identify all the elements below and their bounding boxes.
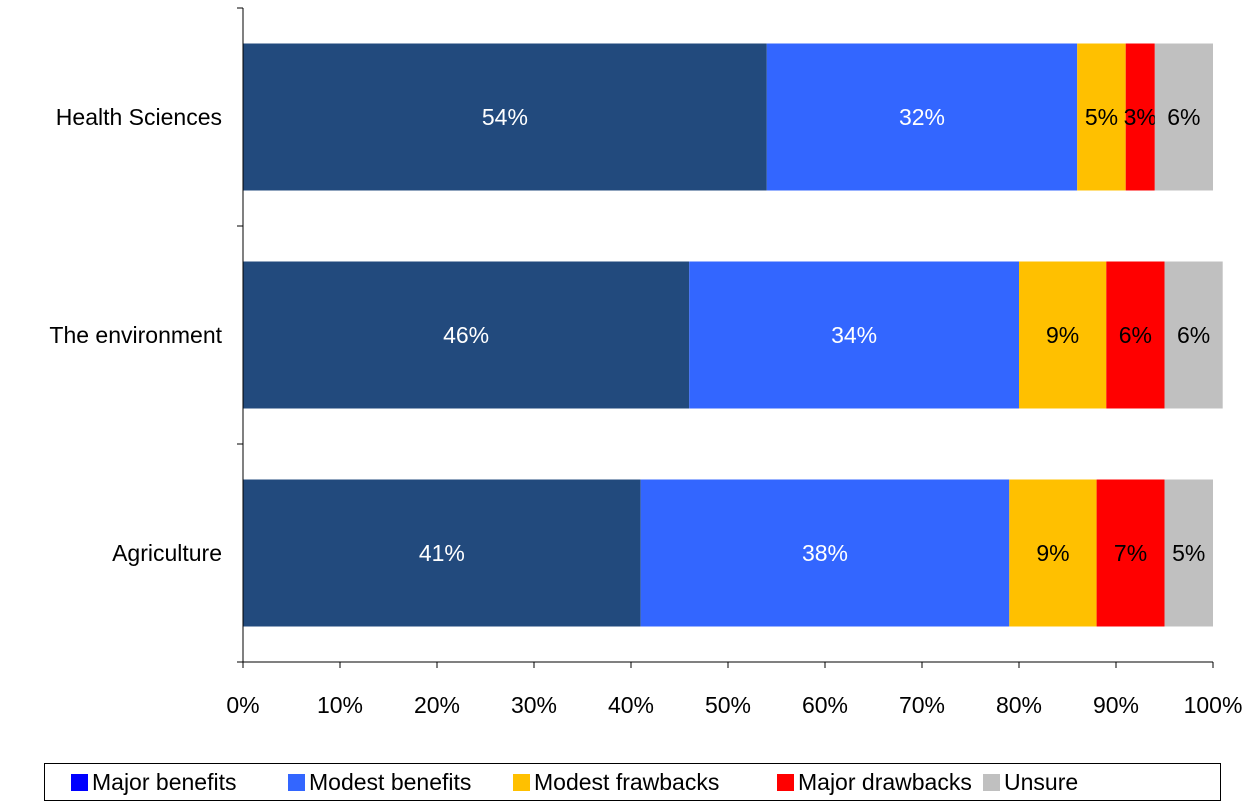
x-tick-label: 50% [705,692,751,718]
bar-segment [640,479,1010,627]
x-tick-label: 80% [996,692,1042,718]
data-label: 3% [1124,104,1157,130]
x-tick-label: 90% [1093,692,1139,718]
legend-swatch [71,773,88,791]
legend-label: Major drawbacks [798,768,972,795]
data-label: 34% [831,322,877,348]
bar-segment [766,43,1078,191]
data-label: 5% [1085,104,1118,130]
data-label: 6% [1119,322,1152,348]
category-label: Health Sciences [56,104,222,130]
x-tick-label: 40% [608,692,654,718]
legend-label: Major benefits [92,768,237,795]
category-label: The environment [49,322,222,348]
data-label: 9% [1046,322,1079,348]
data-label: 5% [1172,540,1205,566]
x-tick-label: 30% [511,692,557,718]
bar-segment [1106,261,1165,409]
bar-segment [1019,261,1107,409]
legend-swatch [513,773,530,791]
data-label: 9% [1036,540,1069,566]
bar-segment [1009,479,1097,627]
legend-label: Modest frawbacks [534,768,720,795]
category-label: Agriculture [112,540,222,566]
data-label: 54% [482,104,528,130]
x-tick-label: 10% [317,692,363,718]
bar-segment [1164,479,1213,627]
bar-segment [1125,43,1155,191]
data-label: 32% [899,104,945,130]
x-tick-label: 20% [414,692,460,718]
legend-label: Unsure [1004,768,1079,795]
legend-label: Modest benefits [309,768,472,795]
bar-segment [1077,43,1126,191]
legend-item: Major benefits [71,764,236,800]
data-label: 7% [1114,540,1147,566]
data-label: 6% [1167,104,1200,130]
legend: Major benefits Modest benefits Modest fraw… [44,763,1221,801]
legend-item: Modest benefits [288,764,471,800]
data-label: 6% [1177,322,1210,348]
x-tick-label: 70% [899,692,945,718]
legend-item: Unsure [983,764,1078,800]
x-tick-label: 100% [1184,692,1243,718]
bar-segment [689,261,1019,409]
data-label: 38% [802,540,848,566]
legend-item: Modest frawbacks [513,764,719,800]
x-tick-label: 0% [226,692,259,718]
legend-item: Major drawbacks [777,764,972,800]
bar-segment [1154,43,1213,191]
bar-segment [243,43,767,191]
data-label: 41% [419,540,465,566]
data-label: 46% [443,322,489,348]
bar-segment [1164,261,1223,409]
x-tick-label: 60% [802,692,848,718]
bar-segment [1096,479,1165,627]
bar-segment [243,479,641,627]
bar-segment [243,261,690,409]
legend-swatch [288,773,305,791]
legend-swatch [777,773,794,791]
legend-swatch [983,773,1000,791]
